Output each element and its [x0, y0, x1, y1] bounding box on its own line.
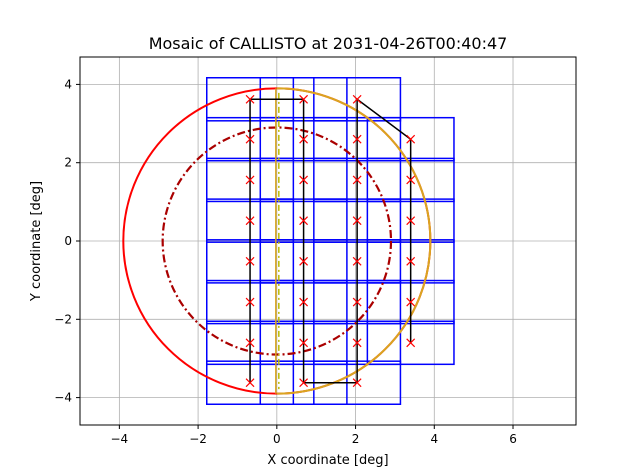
- pointing-marker: [352, 256, 362, 266]
- pointing-marker: [352, 338, 362, 348]
- pointing-marker: [245, 134, 255, 144]
- pointing-marker: [352, 134, 362, 144]
- terminator-arc: [276, 87, 432, 395]
- pointing-marker: [245, 297, 255, 307]
- pointing-marker-stroke: [245, 378, 255, 388]
- pointing-marker-stroke: [406, 297, 416, 307]
- pointing-marker-stroke: [299, 297, 309, 307]
- pointing-marker: [299, 256, 309, 266]
- pointing-marker: [406, 256, 416, 266]
- plot-area: [122, 76, 455, 406]
- pointing-marker: [406, 297, 416, 307]
- pointing-marker-stroke: [245, 338, 255, 348]
- y-tick-label: 0: [64, 234, 72, 248]
- x-tick-label: −4: [111, 432, 129, 446]
- x-tick-label: 0: [273, 432, 281, 446]
- pointing-marker: [299, 338, 309, 348]
- x-tick-label: −2: [189, 432, 207, 446]
- pointing-marker: [352, 175, 362, 185]
- pointing-marker-stroke: [245, 297, 255, 307]
- pointing-marker: [245, 378, 255, 388]
- pointing-marker: [406, 338, 416, 348]
- pointing-marker-stroke: [352, 256, 362, 266]
- pointing-marker-stroke: [299, 94, 309, 104]
- pointing-marker: [352, 297, 362, 307]
- pointing-marker-stroke: [299, 134, 309, 144]
- y-tick-label: 4: [64, 77, 72, 91]
- pointing-marker: [406, 175, 416, 185]
- pointing-marker: [299, 94, 309, 104]
- pointing-marker-stroke: [352, 338, 362, 348]
- pointing-marker-stroke: [352, 175, 362, 185]
- pointing-marker: [245, 256, 255, 266]
- pointing-marker: [352, 94, 362, 104]
- pointing-marker-stroke: [299, 216, 309, 226]
- pointing-marker-stroke: [299, 256, 309, 266]
- axis-ticks: −4 −2 0 2 4 6 −4 −2 0 2 4: [54, 77, 517, 446]
- pointing-marker-stroke: [352, 216, 362, 226]
- pointing-marker: [352, 216, 362, 226]
- pointing-marker: [352, 378, 362, 388]
- pointing-marker-stroke: [352, 297, 362, 307]
- pointing-marker: [299, 297, 309, 307]
- y-tick-label: −2: [54, 312, 72, 326]
- pointing-marker: [406, 134, 416, 144]
- pointing-marker: [299, 216, 309, 226]
- pointing-marker-stroke: [245, 134, 255, 144]
- pointing-marker-stroke: [406, 338, 416, 348]
- pointing-marker-stroke: [245, 216, 255, 226]
- x-tick-label: 2: [352, 432, 360, 446]
- pointing-marker: [245, 94, 255, 104]
- pointing-marker-stroke: [245, 256, 255, 266]
- pointing-marker-stroke: [299, 338, 309, 348]
- pointing-marker-stroke: [299, 378, 309, 388]
- pointing-marker-stroke: [406, 256, 416, 266]
- pointing-marker: [245, 175, 255, 185]
- pointing-marker: [245, 338, 255, 348]
- pointing-marker-stroke: [352, 94, 362, 104]
- pointing-marker: [406, 216, 416, 226]
- inner-limb-circle: [161, 126, 393, 356]
- pointing-marker-stroke: [245, 175, 255, 185]
- pointing-marker: [299, 175, 309, 185]
- pointing-marker-stroke: [406, 134, 416, 144]
- x-tick-label: 6: [509, 432, 517, 446]
- pointing-marker-stroke: [245, 94, 255, 104]
- scan-path: [249, 97, 412, 384]
- y-axis-label: Y coordinate [deg]: [29, 181, 44, 302]
- pointing-marker-stroke: [406, 175, 416, 185]
- pointing-marker: [299, 134, 309, 144]
- x-axis-label: X coordinate [deg]: [267, 453, 388, 468]
- pointing-marker-stroke: [406, 216, 416, 226]
- y-tick-label: −4: [54, 391, 72, 405]
- chart-title: Mosaic of CALLISTO at 2031-04-26T00:40:4…: [149, 34, 508, 53]
- pointing-marker: [299, 378, 309, 388]
- pointing-marker-stroke: [299, 175, 309, 185]
- pointing-marker: [245, 216, 255, 226]
- y-tick-label: 2: [64, 156, 72, 170]
- pointing-marker-stroke: [352, 378, 362, 388]
- pointing-marker-stroke: [352, 134, 362, 144]
- x-tick-label: 4: [430, 432, 438, 446]
